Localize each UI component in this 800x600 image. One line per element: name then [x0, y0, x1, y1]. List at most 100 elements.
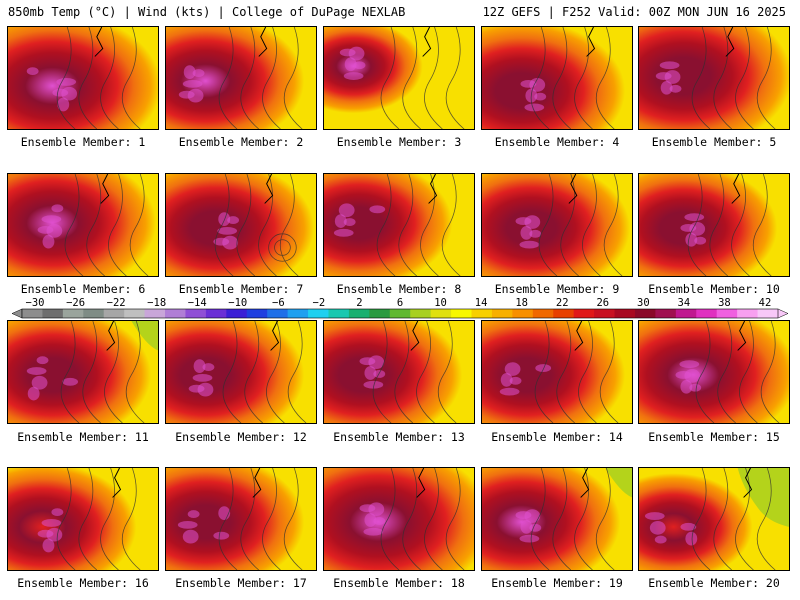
colorbar-segment [491, 309, 513, 318]
colorbar-segment [144, 309, 166, 318]
colorbar-tick-label: 42 [759, 297, 772, 309]
height-contours [214, 174, 299, 276]
hot-spots [178, 65, 205, 103]
hot-spots [333, 203, 386, 237]
hot-spots [339, 46, 366, 80]
colorbar-tick-label: 34 [678, 297, 691, 309]
temperature-field [482, 468, 632, 570]
chart-title: 850mb Temp (°C) | Wind (kts) | College o… [8, 5, 406, 19]
ensemble-member-map [481, 320, 633, 424]
coastline [416, 468, 426, 498]
colorbar-tick-label: −30 [26, 297, 45, 309]
temperature-field [166, 321, 316, 423]
coastline [743, 468, 753, 498]
temperature-field [8, 468, 158, 570]
colorbar-tick-label: 10 [434, 297, 447, 309]
colorbar-segment [62, 309, 84, 318]
colorbar-segment [389, 309, 411, 318]
temperature-field [639, 468, 789, 570]
colorbar-segment [348, 309, 370, 318]
colorbar-tick-label: 6 [397, 297, 403, 309]
colorbar-tick-label: 14 [475, 297, 488, 309]
colorbar-segment [675, 309, 697, 318]
ensemble-member-map [638, 173, 790, 277]
height-contours [222, 321, 307, 423]
coastline [100, 174, 110, 204]
hot-spots [37, 508, 64, 553]
hot-spots [359, 355, 386, 389]
coastline [737, 321, 747, 351]
coastline [258, 27, 268, 57]
coastline [428, 174, 438, 204]
hot-spots [26, 67, 78, 112]
colorbar-tick-label: 26 [596, 297, 609, 309]
colorbar-segment [246, 309, 268, 318]
coastline [410, 321, 420, 351]
colorbar-segment [165, 309, 186, 318]
colorbar-segment [594, 309, 616, 318]
ensemble-member-map [638, 467, 790, 571]
ensemble-member-map [323, 26, 475, 130]
ensemble-member-label: Ensemble Member: 18 [333, 576, 465, 590]
temperature-field [482, 27, 632, 129]
temperature-field [324, 468, 474, 570]
coastline [270, 321, 280, 351]
ensemble-member-label: Ensemble Member: 19 [491, 576, 623, 590]
colorbar-segment [512, 309, 534, 318]
height-contours [691, 27, 776, 129]
height-contours [380, 468, 465, 570]
ensemble-member-label: Ensemble Member: 16 [17, 576, 149, 590]
temperature-field [324, 27, 474, 129]
coastline [586, 27, 596, 57]
coastline [264, 174, 274, 204]
colorbar-segment [185, 309, 207, 318]
ensemble-member-map [165, 26, 317, 130]
coastline [106, 321, 116, 351]
colorbar-tick-label: 30 [637, 297, 650, 309]
ensemble-member-map [323, 173, 475, 277]
height-contours [218, 27, 303, 129]
coastline [574, 321, 584, 351]
colorbar-segment [471, 309, 493, 318]
ensemble-member-label: Ensemble Member: 15 [648, 430, 780, 444]
temperature-field [8, 174, 158, 276]
colorbar-segment [573, 309, 595, 318]
height-contours [60, 321, 145, 423]
hot-spots [515, 509, 542, 543]
colorbar-tick-label: −6 [272, 297, 285, 309]
height-contours [687, 174, 772, 276]
height-contours [56, 468, 141, 570]
hot-spots [675, 360, 702, 394]
ensemble-member-map [638, 320, 790, 424]
hot-spots [515, 215, 542, 249]
colorbar-segment [655, 309, 677, 318]
hot-spots [499, 362, 552, 396]
colorbar-tick-label: 22 [556, 297, 569, 309]
ensemble-member-label: Ensemble Member: 20 [648, 576, 780, 590]
height-contours [534, 321, 619, 423]
colorbar-segment [42, 309, 64, 318]
colorbar-segment [83, 309, 105, 318]
ensemble-member-map [323, 467, 475, 571]
height-contours [380, 27, 465, 129]
temperature-field [324, 321, 474, 423]
coastline [94, 27, 104, 57]
ensemble-member-map [7, 173, 159, 277]
colorbar-segment [205, 309, 227, 318]
ensemble-member-label: Ensemble Member: 12 [175, 430, 307, 444]
colorbar-segment [328, 309, 350, 318]
colorbar-segment [614, 309, 636, 318]
colorbar-tick-label: 2 [356, 297, 362, 309]
coastline [568, 174, 578, 204]
temperature-field [8, 321, 158, 423]
coastline [731, 174, 741, 204]
colorbar-segment [737, 309, 759, 318]
ensemble-member-map [7, 467, 159, 571]
colorbar-segment [553, 309, 575, 318]
coastline [580, 468, 590, 498]
temperature-field [8, 27, 158, 129]
ensemble-member-label: Ensemble Member: 9 [494, 282, 620, 296]
ensemble-member-label: Ensemble Member: 5 [651, 135, 777, 149]
temperature-field [639, 27, 789, 129]
height-contours [372, 321, 457, 423]
